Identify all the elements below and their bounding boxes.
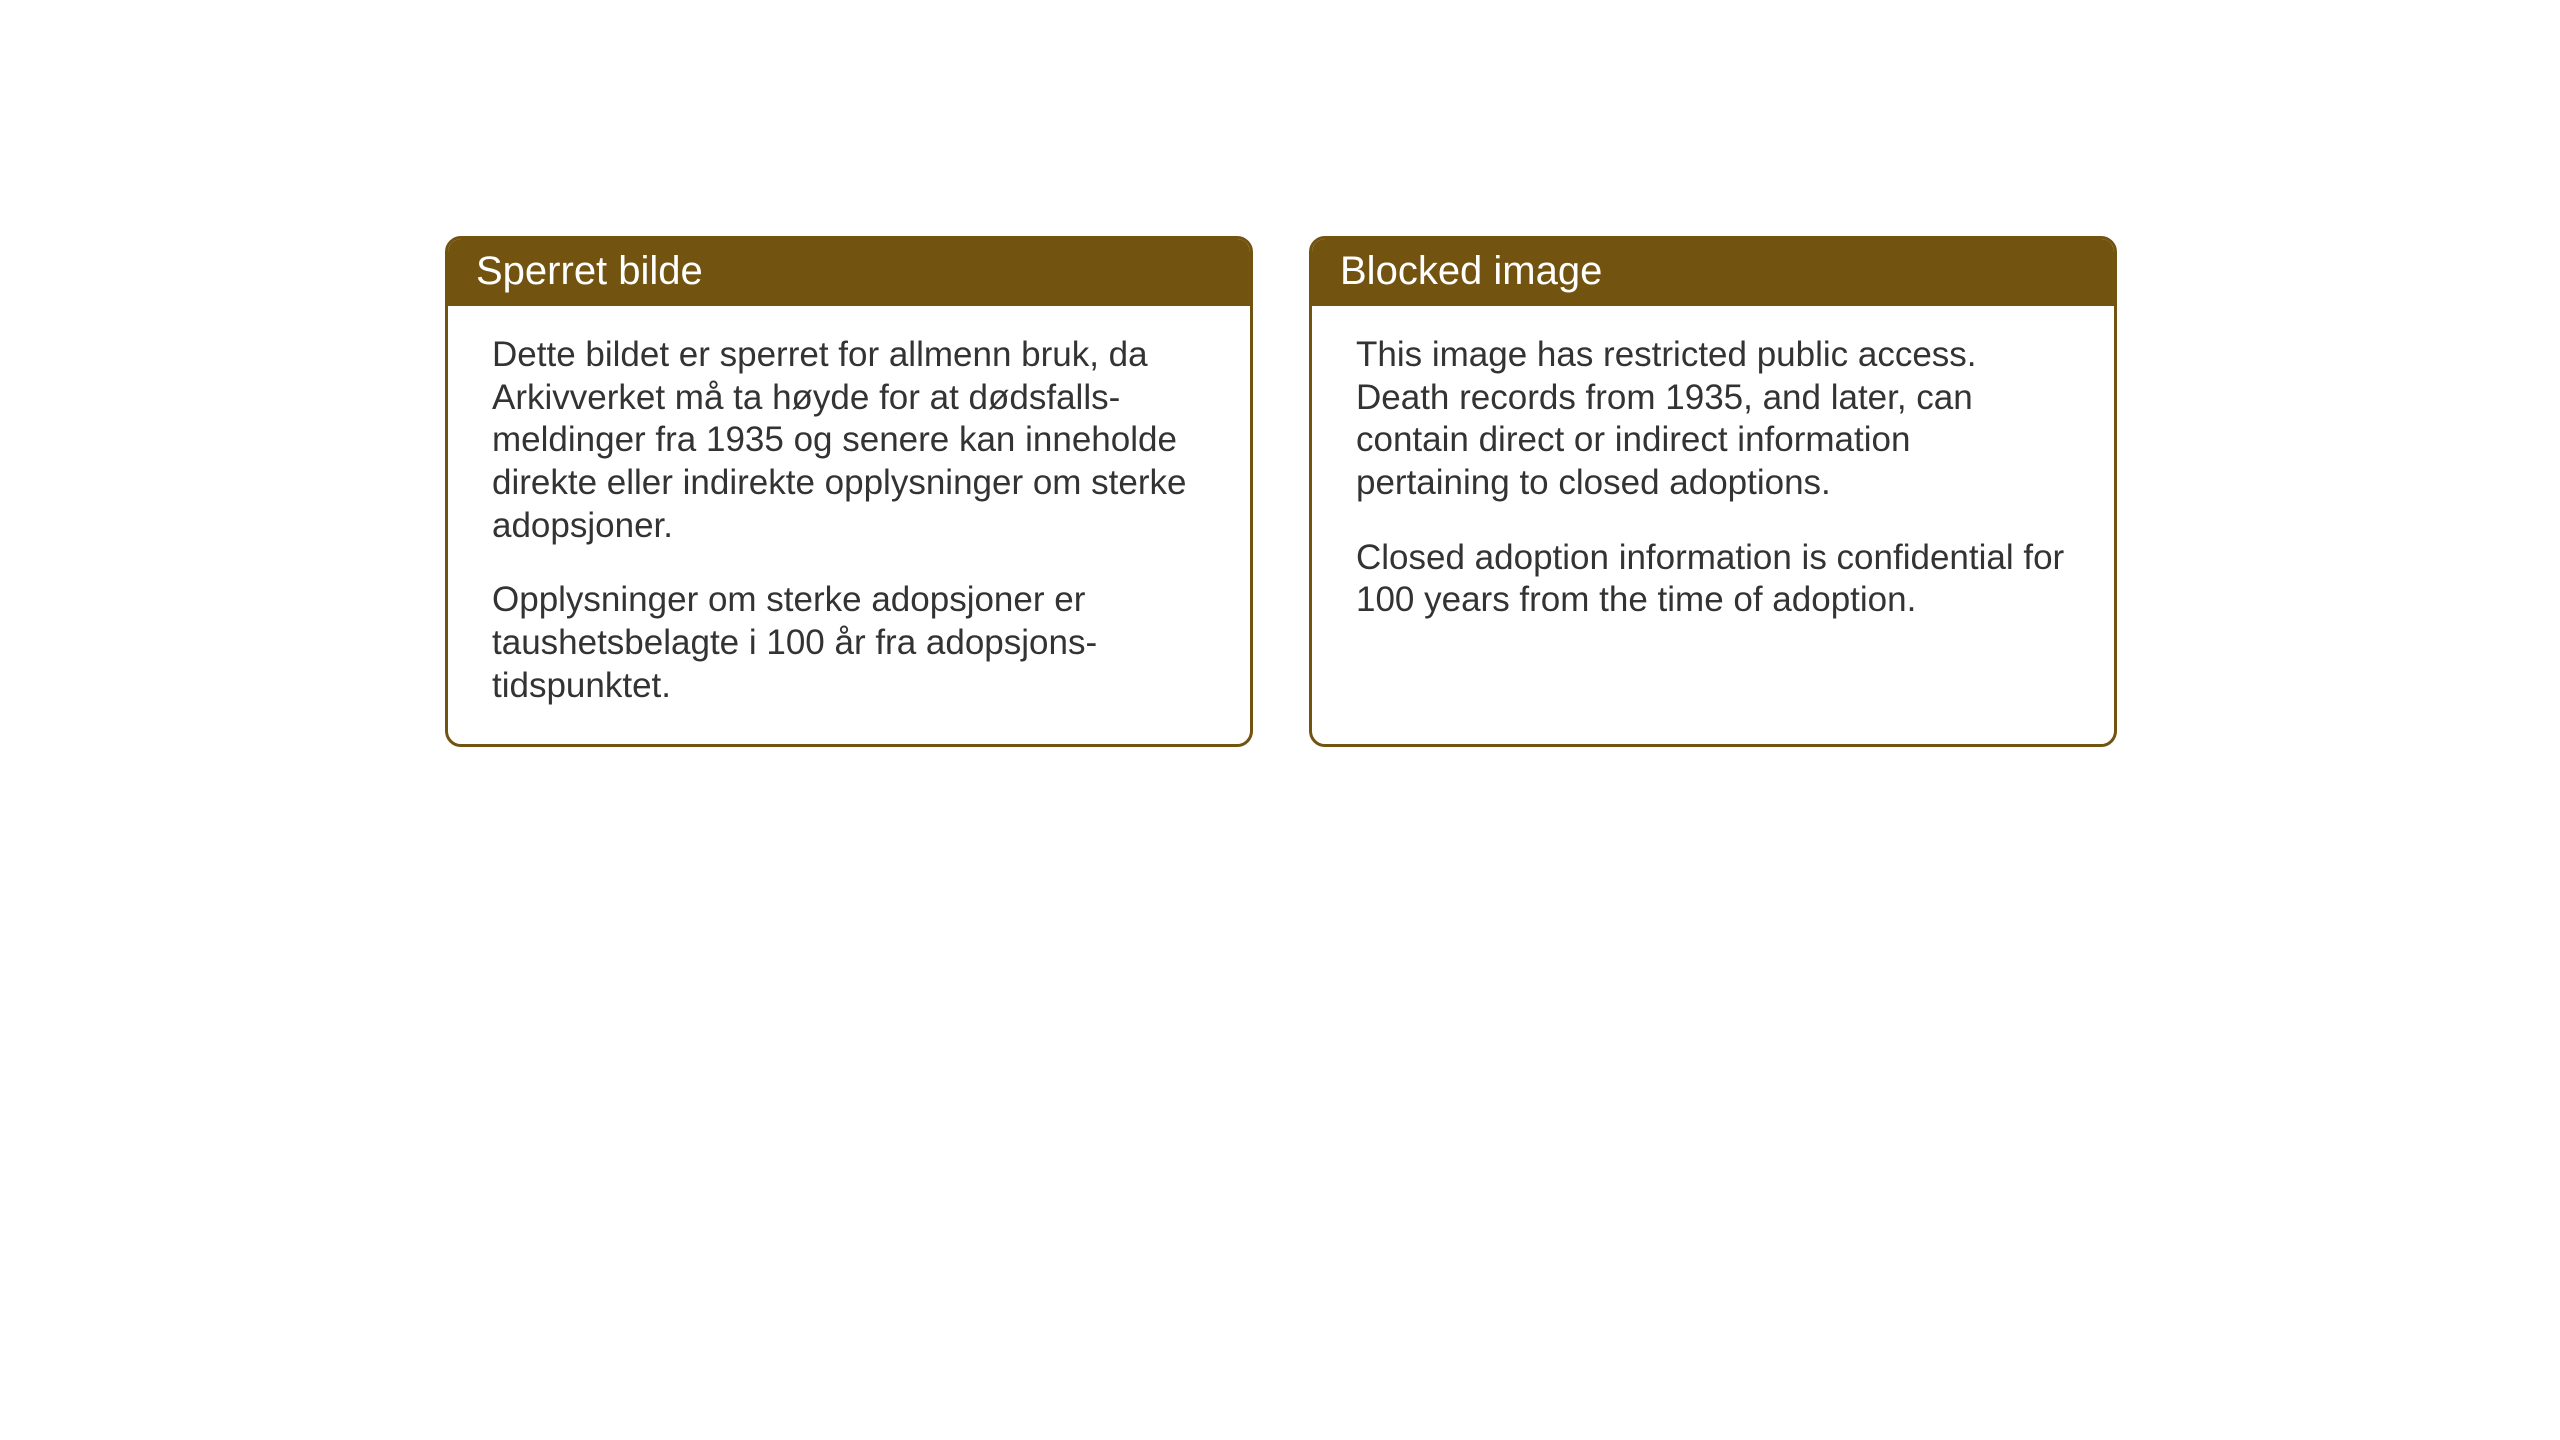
card-body: Dette bildet er sperret for allmenn bruk…: [448, 306, 1250, 744]
card-paragraph: This image has restricted public access.…: [1356, 334, 2070, 505]
card-header: Blocked image: [1312, 239, 2114, 306]
card-header: Sperret bilde: [448, 239, 1250, 306]
notice-container: Sperret bilde Dette bildet er sperret fo…: [445, 236, 2117, 747]
card-paragraph: Closed adoption information is confident…: [1356, 537, 2070, 622]
card-paragraph: Opplysninger om sterke adopsjoner er tau…: [492, 579, 1206, 707]
card-paragraph: Dette bildet er sperret for allmenn bruk…: [492, 334, 1206, 547]
notice-card-norwegian: Sperret bilde Dette bildet er sperret fo…: [445, 236, 1253, 747]
card-title: Blocked image: [1340, 249, 1602, 293]
card-title: Sperret bilde: [476, 249, 703, 293]
notice-card-english: Blocked image This image has restricted …: [1309, 236, 2117, 747]
card-body: This image has restricted public access.…: [1312, 306, 2114, 658]
